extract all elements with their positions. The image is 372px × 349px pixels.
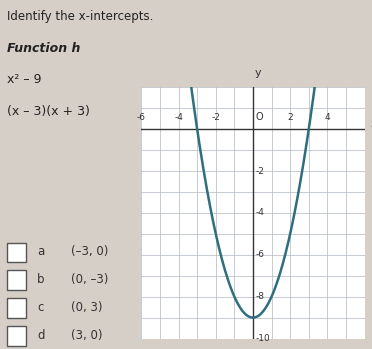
Text: -4: -4 bbox=[174, 113, 183, 122]
Text: Function h: Function h bbox=[7, 42, 81, 55]
FancyBboxPatch shape bbox=[7, 243, 26, 262]
Text: -6: -6 bbox=[137, 113, 146, 122]
Text: (–3, 0): (–3, 0) bbox=[71, 245, 108, 258]
Text: O: O bbox=[256, 112, 263, 122]
Text: -6: -6 bbox=[256, 250, 265, 259]
Text: y: y bbox=[254, 68, 261, 77]
Text: -10: -10 bbox=[256, 334, 270, 343]
Text: 2: 2 bbox=[287, 113, 293, 122]
Text: x² – 9: x² – 9 bbox=[7, 73, 42, 86]
Text: a: a bbox=[37, 245, 44, 258]
Text: (0, 3): (0, 3) bbox=[71, 300, 102, 314]
Text: d: d bbox=[37, 328, 45, 342]
Text: x: x bbox=[371, 119, 372, 129]
Text: (x – 3)(x + 3): (x – 3)(x + 3) bbox=[7, 105, 90, 118]
Text: 4: 4 bbox=[324, 113, 330, 122]
Text: c: c bbox=[37, 300, 44, 314]
Text: b: b bbox=[37, 273, 45, 286]
Text: -4: -4 bbox=[256, 208, 264, 217]
FancyBboxPatch shape bbox=[7, 270, 26, 290]
Text: (0, –3): (0, –3) bbox=[71, 273, 108, 286]
Text: -2: -2 bbox=[256, 166, 264, 176]
FancyBboxPatch shape bbox=[7, 326, 26, 346]
Text: (3, 0): (3, 0) bbox=[71, 328, 102, 342]
Text: -8: -8 bbox=[256, 292, 265, 301]
Text: Identify the x-intercepts.: Identify the x-intercepts. bbox=[7, 10, 154, 23]
Text: -2: -2 bbox=[211, 113, 220, 122]
FancyBboxPatch shape bbox=[7, 298, 26, 318]
